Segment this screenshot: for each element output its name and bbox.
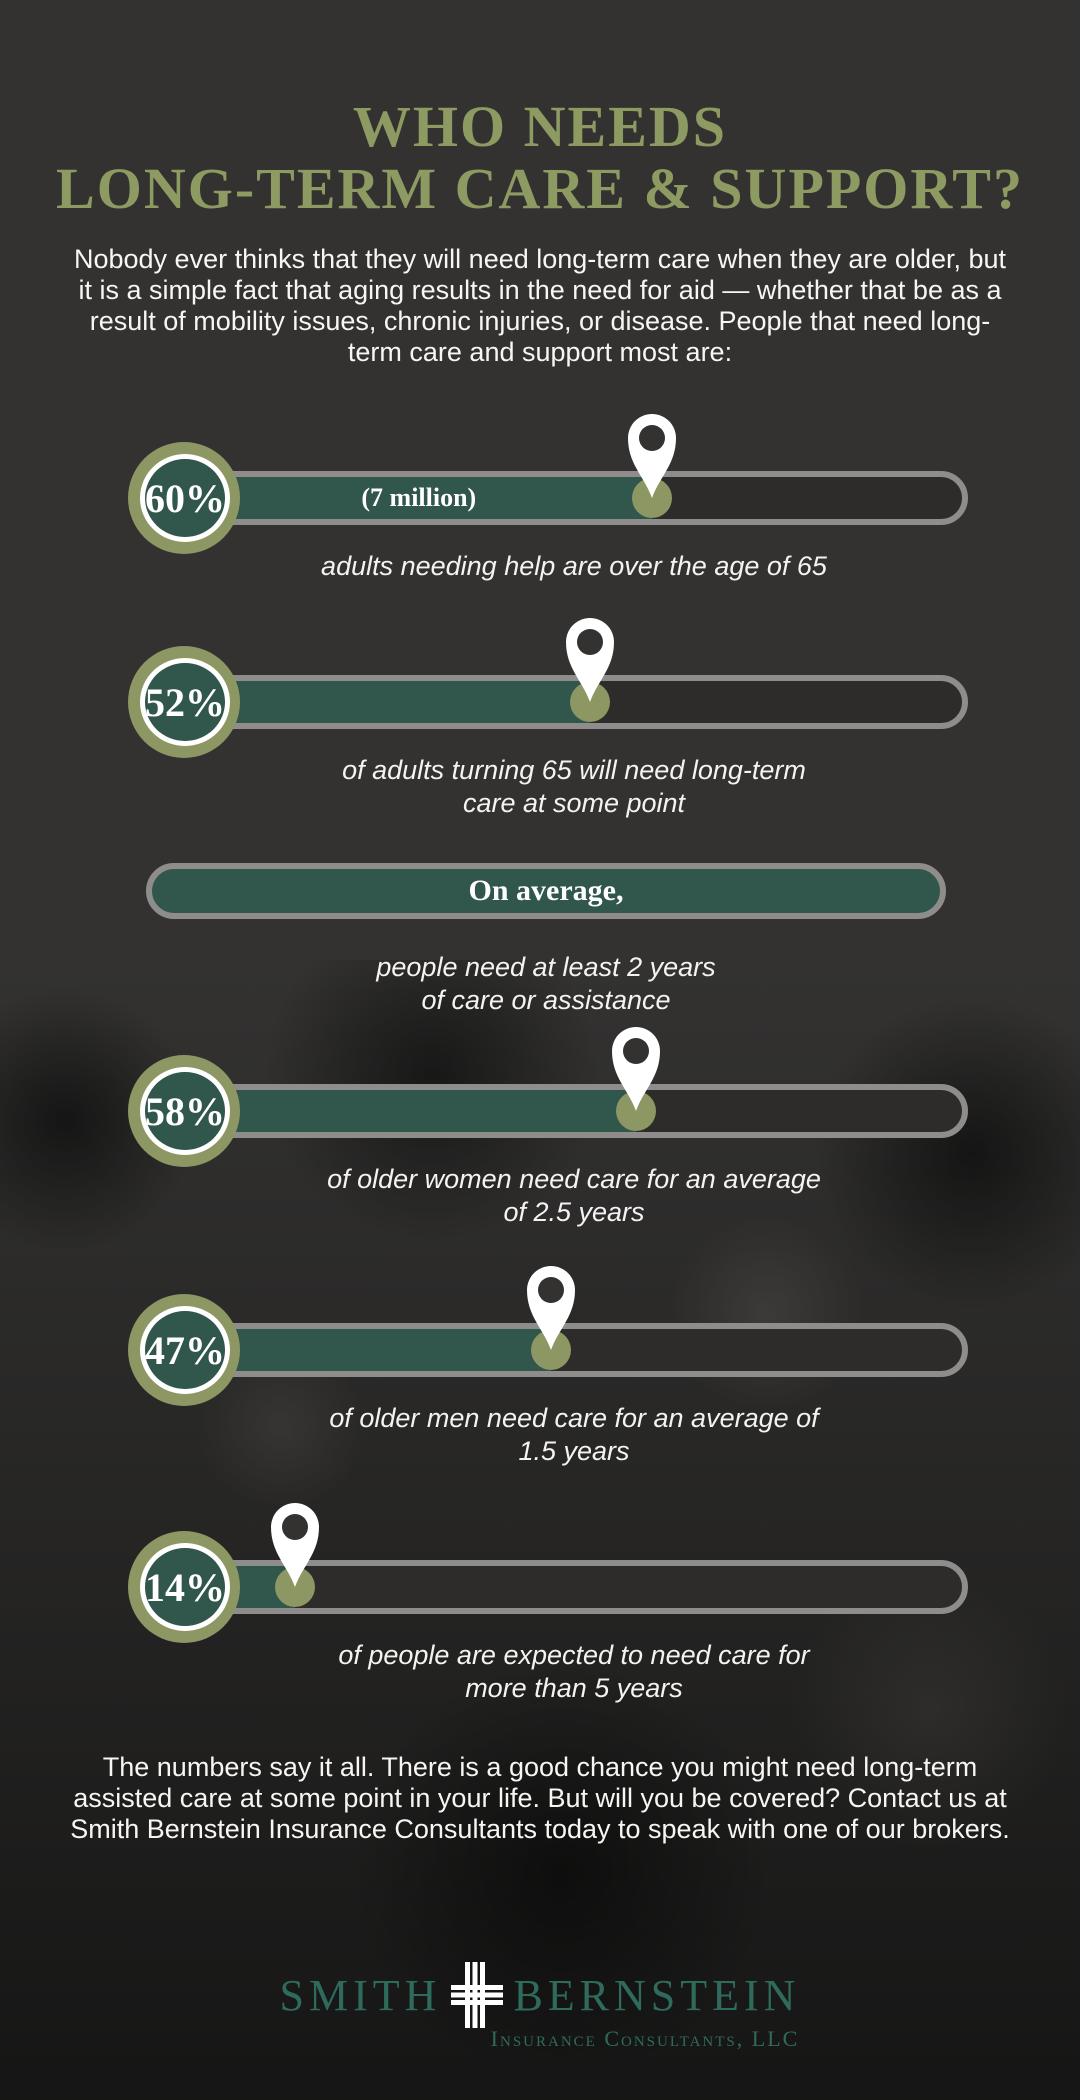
logo-name-right: BERNSTEIN xyxy=(513,1970,801,2020)
percent-badge-inner: 47% xyxy=(140,1306,230,1394)
percent-value: 47% xyxy=(145,1327,225,1373)
stat-caption: adults needing help are over the age of … xyxy=(321,551,827,581)
map-pin-icon xyxy=(620,410,684,500)
percent-badge-inner: 52% xyxy=(140,658,230,746)
progress-fill xyxy=(186,1090,637,1132)
stat-row-14: 14% of people are expected to need care … xyxy=(0,1503,1080,1711)
progress-track xyxy=(180,675,968,729)
percent-badge: 60% xyxy=(128,442,240,554)
page-title: WHO NEEDS LONG-TERM CARE & SUPPORT? xyxy=(0,96,1080,220)
progress-fill xyxy=(186,681,590,723)
percent-value: 58% xyxy=(145,1088,225,1134)
stat-caption: of adults turning 65 will need long-term… xyxy=(342,755,806,818)
bar-value-label: (7 million) xyxy=(361,483,477,512)
percent-badge-inner: 60% xyxy=(140,454,230,542)
average-caption: people need at least 2 years of care or … xyxy=(376,952,716,1015)
stat-row-60: (7 million) 60% adults needing help are … xyxy=(0,414,1080,622)
percent-badge: 52% xyxy=(128,646,240,758)
logo-name-left: SMITH xyxy=(279,1970,442,2020)
map-pin-icon xyxy=(604,1023,668,1113)
progress-track: (7 million) xyxy=(180,471,968,525)
percent-badge-inner: 14% xyxy=(140,1543,230,1631)
stat-row-47: 47% of older men need care for an averag… xyxy=(0,1266,1080,1474)
map-pin-icon xyxy=(519,1262,583,1352)
average-label: On average, xyxy=(468,874,624,907)
striped-plus-cross-icon xyxy=(451,1962,504,2028)
percent-badge-inner: 58% xyxy=(140,1067,230,1155)
percent-badge: 14% xyxy=(128,1531,240,1643)
average-row: On average, people need at least 2 years… xyxy=(0,863,1080,1023)
logo-subtitle: Insurance Consultants, LLC xyxy=(490,2026,800,2051)
closing-paragraph: The numbers say it all. There is a good … xyxy=(70,1752,1010,1844)
percent-badge: 47% xyxy=(128,1294,240,1406)
intro-paragraph: Nobody ever thinks that they will need l… xyxy=(73,244,1006,367)
stat-caption: of older women need care for an average … xyxy=(327,1164,821,1227)
company-logo: SMITH BERNSTEIN xyxy=(0,1962,1080,2028)
stat-caption: of people are expected to need care for … xyxy=(338,1640,810,1703)
percent-value: 14% xyxy=(145,1564,225,1610)
map-pin-icon xyxy=(263,1499,327,1589)
progress-track xyxy=(180,1323,968,1377)
average-pill: On average, xyxy=(146,863,946,919)
progress-fill xyxy=(186,1329,551,1371)
percent-value: 60% xyxy=(145,475,225,521)
title-line-2: LONG-TERM CARE & SUPPORT? xyxy=(56,156,1024,221)
progress-fill: (7 million) xyxy=(186,477,652,519)
stat-row-58: 58% of older women need care for an aver… xyxy=(0,1027,1080,1235)
map-pin-icon xyxy=(558,614,622,704)
percent-badge: 58% xyxy=(128,1055,240,1167)
stat-caption: of older men need care for an average of… xyxy=(329,1403,819,1466)
percent-value: 52% xyxy=(145,679,225,725)
progress-track xyxy=(180,1084,968,1138)
title-line-1: WHO NEEDS xyxy=(352,94,728,159)
stat-row-52: 52% of adults turning 65 will need long-… xyxy=(0,618,1080,826)
